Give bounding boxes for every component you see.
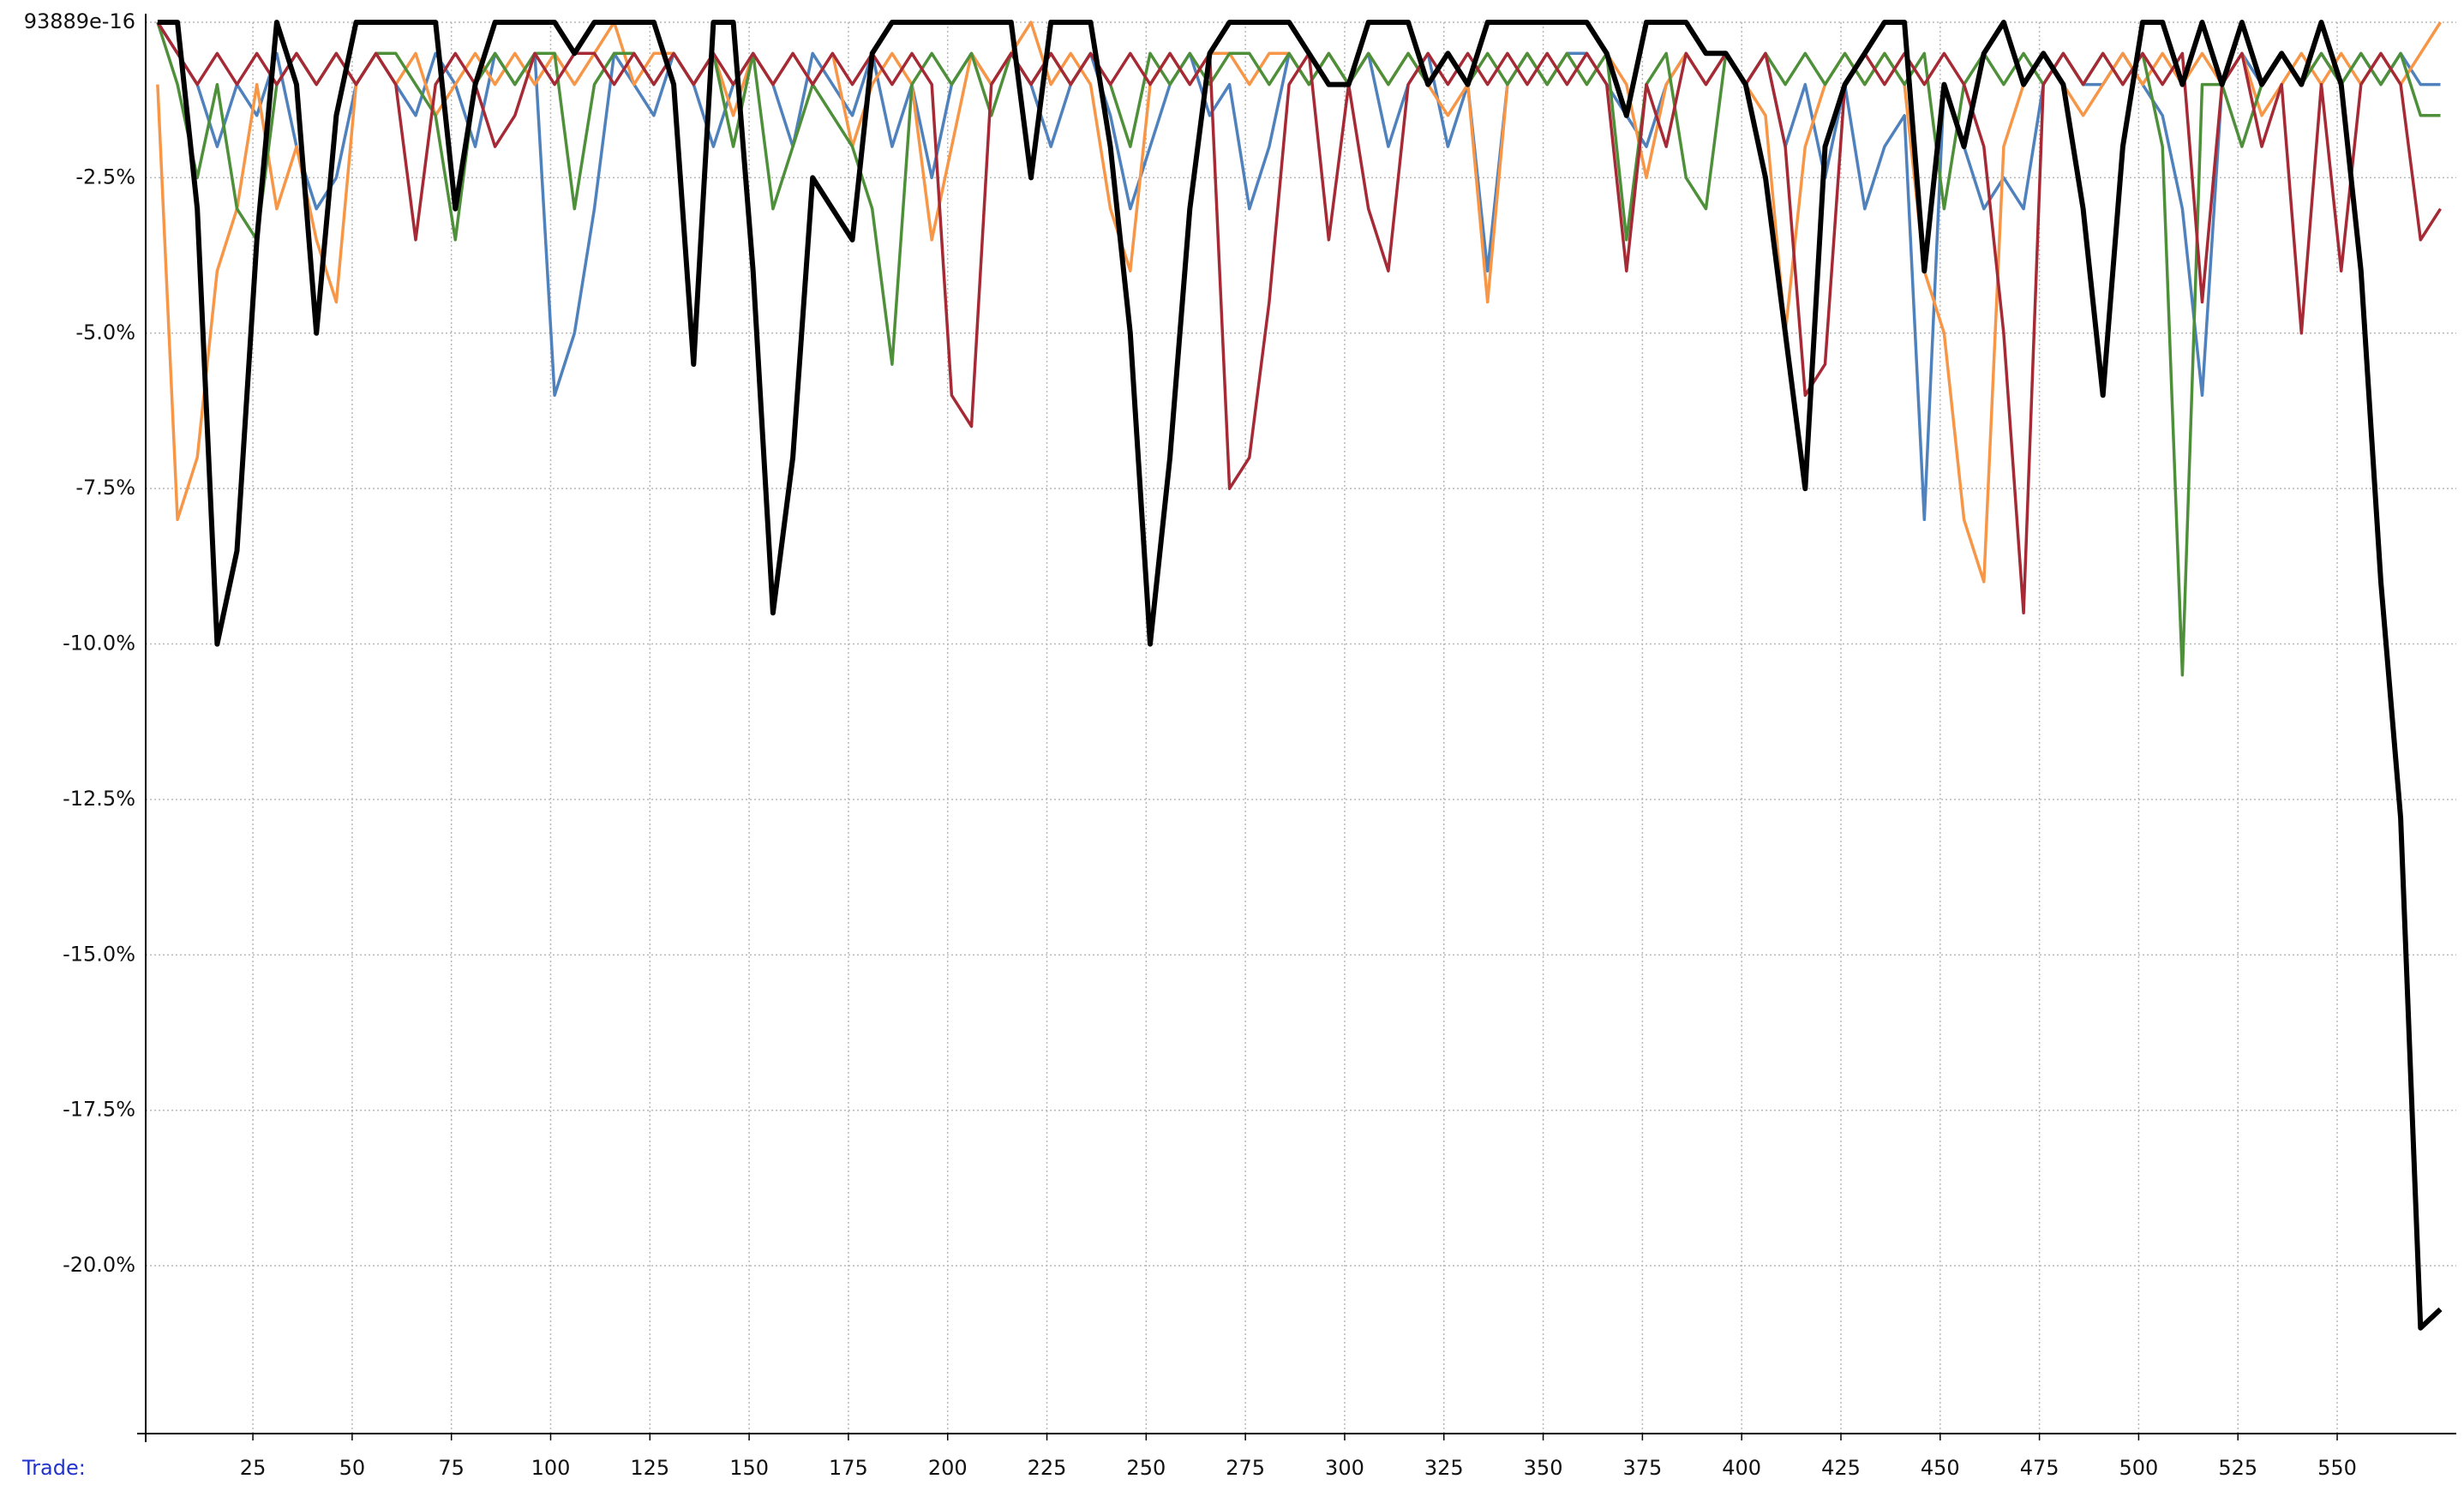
x-tick-label: 375 bbox=[1622, 1456, 1662, 1480]
x-tick-label: 550 bbox=[2317, 1456, 2357, 1480]
x-axis-label: Trade: bbox=[21, 1456, 86, 1480]
x-tick-label: 325 bbox=[1424, 1456, 1464, 1480]
series-line bbox=[156, 21, 2441, 522]
x-tick-label: 475 bbox=[2020, 1456, 2059, 1480]
y-tick-label: -15.0% bbox=[63, 942, 135, 966]
y-tick-label: 93889e-16 bbox=[24, 9, 135, 33]
x-tick-label: 225 bbox=[1028, 1456, 1067, 1480]
x-tick-label: 150 bbox=[729, 1456, 769, 1480]
y-tick-label: -10.0% bbox=[63, 632, 135, 656]
y-tick-label: -5.0% bbox=[75, 320, 135, 344]
x-tick-label: 100 bbox=[531, 1456, 571, 1480]
x-tick-label: 400 bbox=[1722, 1456, 1761, 1480]
x-tick-label: 275 bbox=[1226, 1456, 1265, 1480]
x-tick-label: 500 bbox=[2119, 1456, 2159, 1480]
x-tick-label: 200 bbox=[928, 1456, 968, 1480]
x-tick-label: 250 bbox=[1126, 1456, 1166, 1480]
x-tick-label: 25 bbox=[240, 1456, 267, 1480]
x-tick-label: 525 bbox=[2218, 1456, 2257, 1480]
y-tick-label: -7.5% bbox=[75, 476, 135, 500]
series-line bbox=[156, 21, 2442, 615]
y-tick-label: -20.0% bbox=[63, 1253, 135, 1277]
x-tick-label: 75 bbox=[438, 1456, 465, 1480]
y-tick-label: -17.5% bbox=[63, 1098, 135, 1122]
x-tick-label: 50 bbox=[339, 1456, 366, 1480]
x-tick-label: 175 bbox=[829, 1456, 868, 1480]
series-line bbox=[157, 20, 2443, 1331]
y-tick-label: -2.5% bbox=[75, 165, 135, 189]
x-tick-label: 300 bbox=[1325, 1456, 1364, 1480]
series-line bbox=[156, 21, 2442, 584]
x-tick-label: 350 bbox=[1524, 1456, 1563, 1480]
x-tick-label: 125 bbox=[630, 1456, 669, 1480]
x-tick-label: 450 bbox=[1921, 1456, 1960, 1480]
x-tick-label: 425 bbox=[1821, 1456, 1861, 1480]
y-tick-label: -12.5% bbox=[63, 787, 135, 811]
